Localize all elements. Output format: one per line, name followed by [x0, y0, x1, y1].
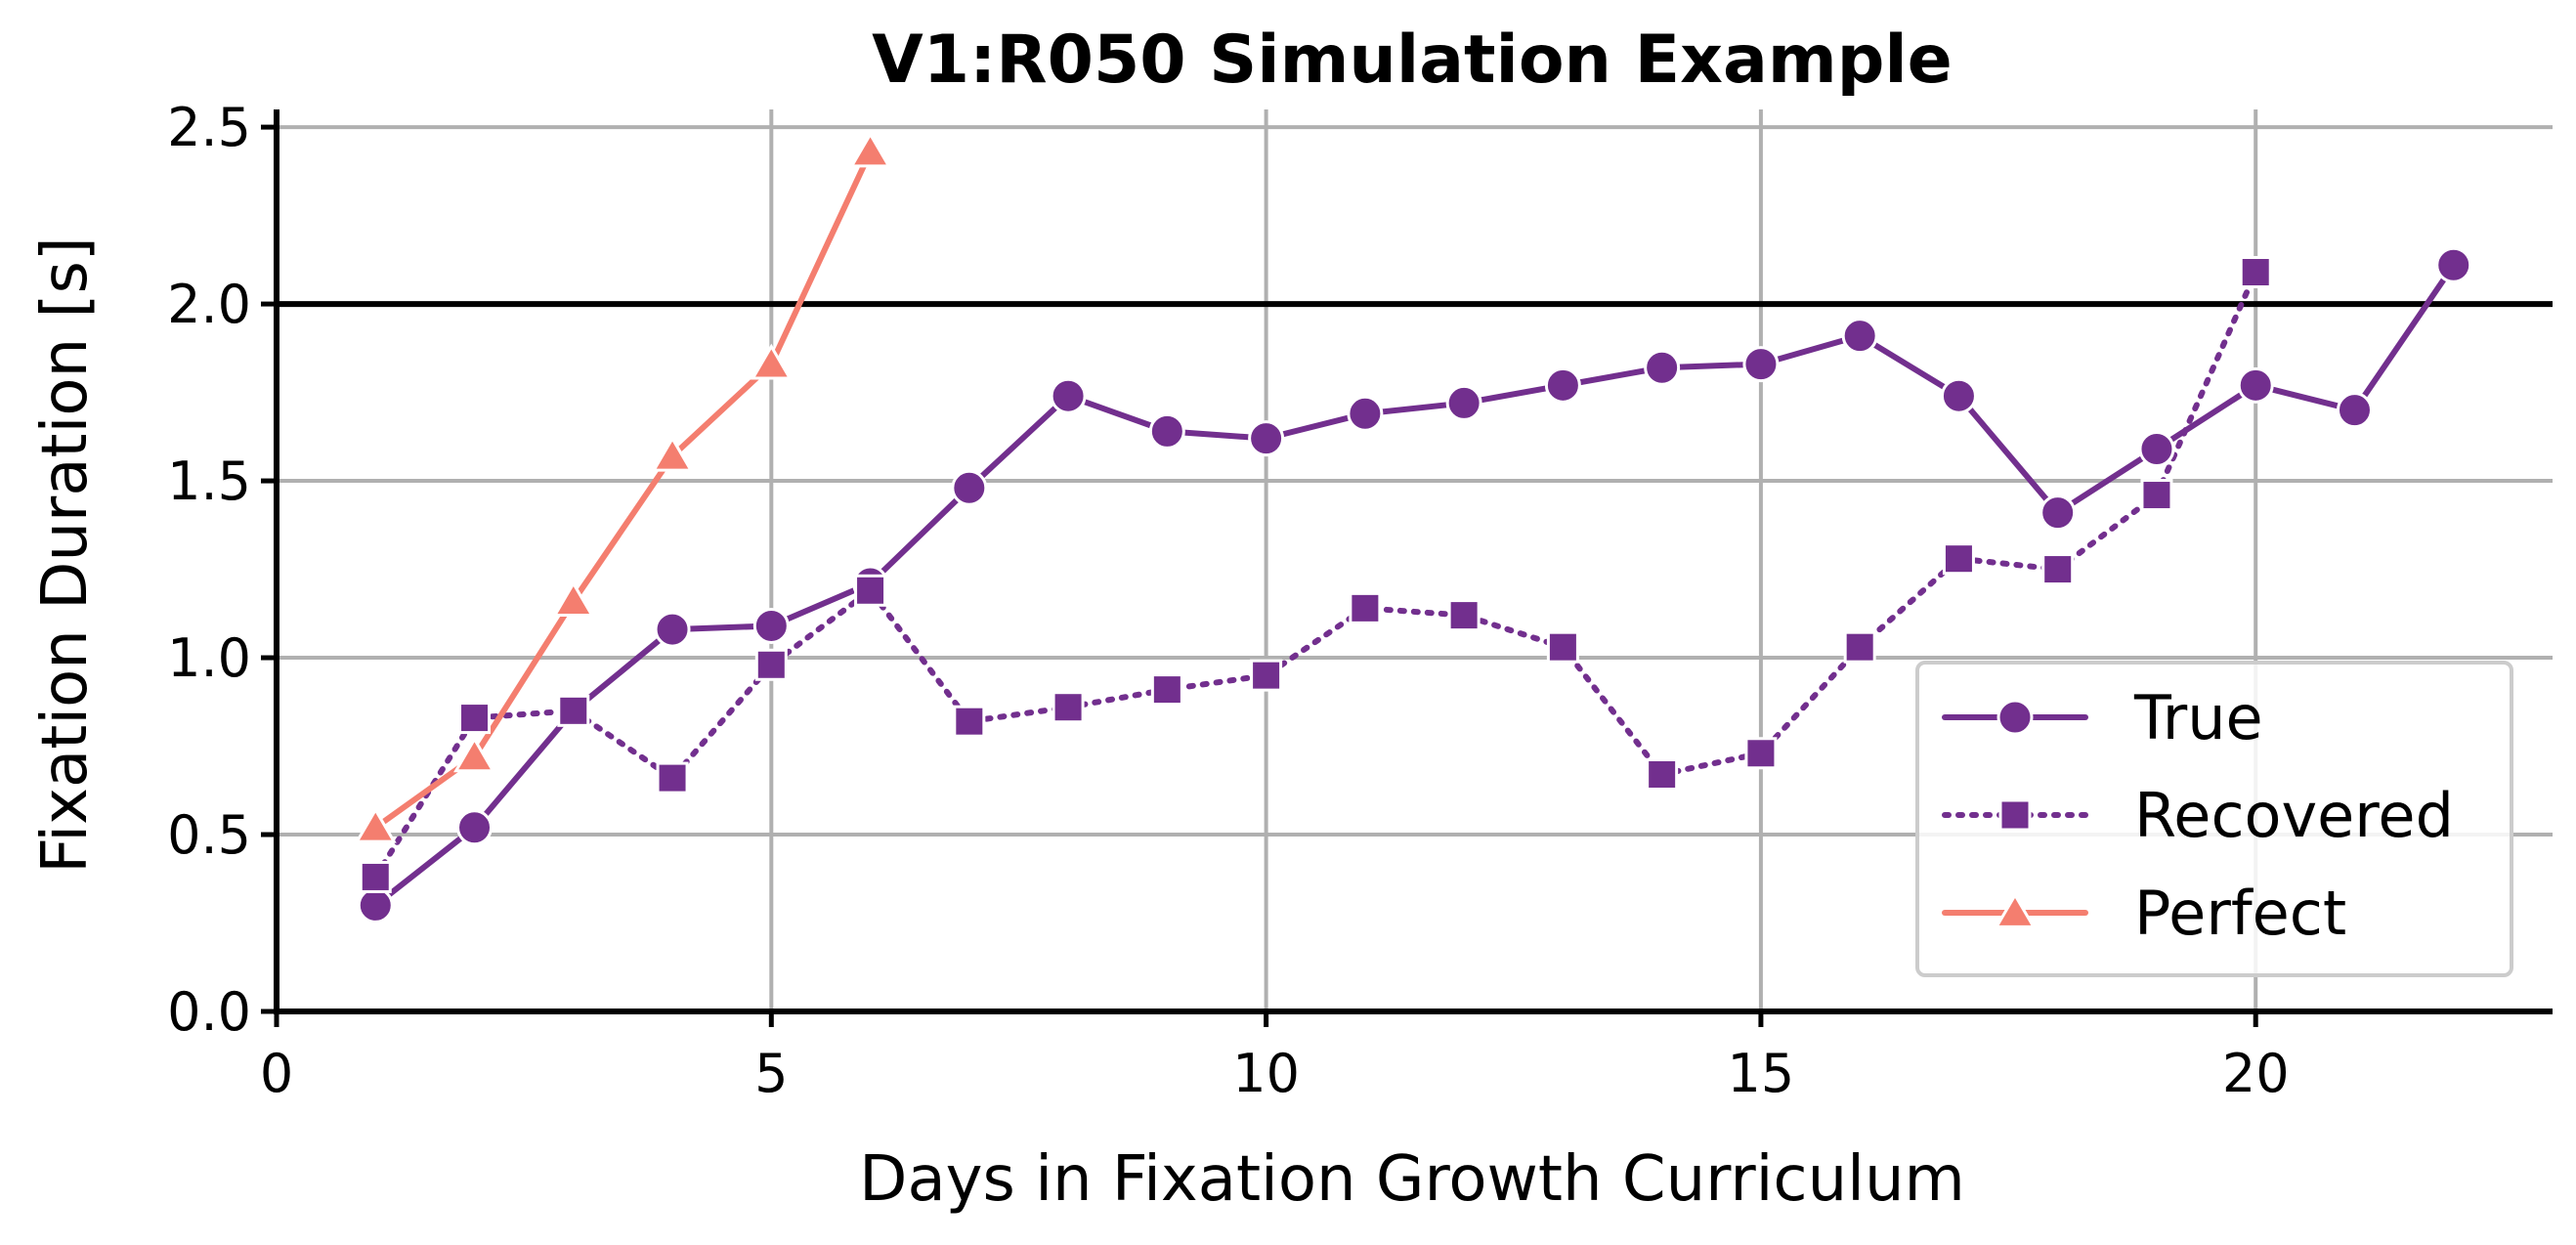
data-point-true: [1841, 318, 1878, 355]
data-point-recovered: [1843, 630, 1876, 664]
data-point-perfect: [651, 435, 694, 472]
data-point-true: [1544, 366, 1581, 404]
y-tick-label: 1.0: [167, 627, 251, 689]
data-point-true: [2435, 246, 2472, 283]
data-point-true: [1248, 420, 1285, 457]
legend-marker-true: [1996, 699, 2034, 736]
data-point-true: [1644, 349, 1681, 386]
y-tick-label: 1.5: [167, 451, 251, 512]
data-point-true: [2138, 430, 2175, 467]
data-point-recovered: [754, 648, 788, 681]
data-point-true: [654, 611, 691, 648]
series-line-perfect: [372, 149, 874, 831]
data-point-true: [951, 469, 988, 506]
data-point-true: [1148, 412, 1185, 450]
data-point-recovered: [1052, 691, 1085, 724]
data-point-recovered: [2239, 256, 2272, 289]
data-point-true: [456, 809, 494, 846]
data-point-perfect: [750, 343, 793, 380]
data-point-recovered: [1646, 757, 1679, 791]
data-point-true: [357, 886, 394, 923]
data-point-perfect: [354, 806, 397, 843]
data-point-true: [1940, 377, 1977, 414]
y-tick-label: 0.0: [167, 981, 251, 1043]
y-tick-label: 0.5: [167, 804, 251, 866]
data-point-true: [2237, 366, 2274, 404]
x-tick-label: 0: [260, 1043, 293, 1104]
data-point-recovered: [953, 705, 986, 738]
legend-label-recovered: Recovered: [2134, 780, 2454, 851]
data-point-true: [1050, 377, 1087, 414]
data-point-recovered: [359, 860, 392, 893]
data-point-true: [1347, 395, 1384, 432]
data-point-recovered: [1250, 659, 1283, 692]
ticks: 0 5 10 15 20 0.0 0.5 1.0 1.5 2.0 2.5: [167, 97, 2289, 1104]
legend-box: [1915, 661, 2513, 977]
data-point-true: [2336, 392, 2373, 429]
data-point-recovered: [2140, 479, 2173, 512]
x-tick-label: 10: [1232, 1043, 1300, 1104]
x-tick-label: 5: [754, 1043, 788, 1104]
data-point-recovered: [1447, 599, 1481, 632]
axes: [274, 109, 2553, 1014]
data-point-recovered: [1349, 591, 1382, 624]
data-point-true: [1445, 384, 1482, 421]
series-line-recovered: [372, 269, 2259, 880]
legend-marker-recovered: [1998, 798, 2032, 832]
data-point-recovered: [1744, 737, 1778, 770]
chart-title: V1:R050 Simulation Example: [872, 21, 1953, 99]
x-tick-label: 15: [1728, 1043, 1795, 1104]
x-tick-label: 20: [2222, 1043, 2290, 1104]
data-point-recovered: [854, 574, 887, 607]
y-tick-label: 2.0: [167, 274, 251, 335]
data-point-recovered: [458, 702, 492, 735]
data-point-perfect: [453, 736, 496, 773]
series-layer: [354, 131, 2472, 923]
y-axis-label: Fixation Duration [s]: [29, 236, 102, 874]
data-point-perfect: [849, 131, 892, 168]
legend: True Recovered Perfect: [1915, 661, 2513, 977]
data-point-recovered: [656, 761, 689, 794]
legend-label-perfect: Perfect: [2134, 878, 2346, 949]
data-point-true: [2039, 494, 2077, 532]
legend-label-true: True: [2133, 682, 2263, 753]
series-line-true: [372, 262, 2457, 909]
legend-marker-perfect: [1994, 892, 2037, 928]
data-point-perfect: [552, 580, 595, 618]
data-point-true: [1742, 346, 1780, 383]
data-point-recovered: [2041, 553, 2075, 586]
data-point-true: [752, 607, 790, 644]
y-tick-label: 2.5: [167, 97, 251, 158]
data-point-recovered: [557, 694, 590, 727]
data-point-recovered: [1546, 630, 1579, 664]
data-point-recovered: [1942, 542, 1975, 576]
data-point-recovered: [1150, 673, 1183, 707]
x-axis-label: Days in Fixation Growth Curriculum: [859, 1143, 1965, 1216]
